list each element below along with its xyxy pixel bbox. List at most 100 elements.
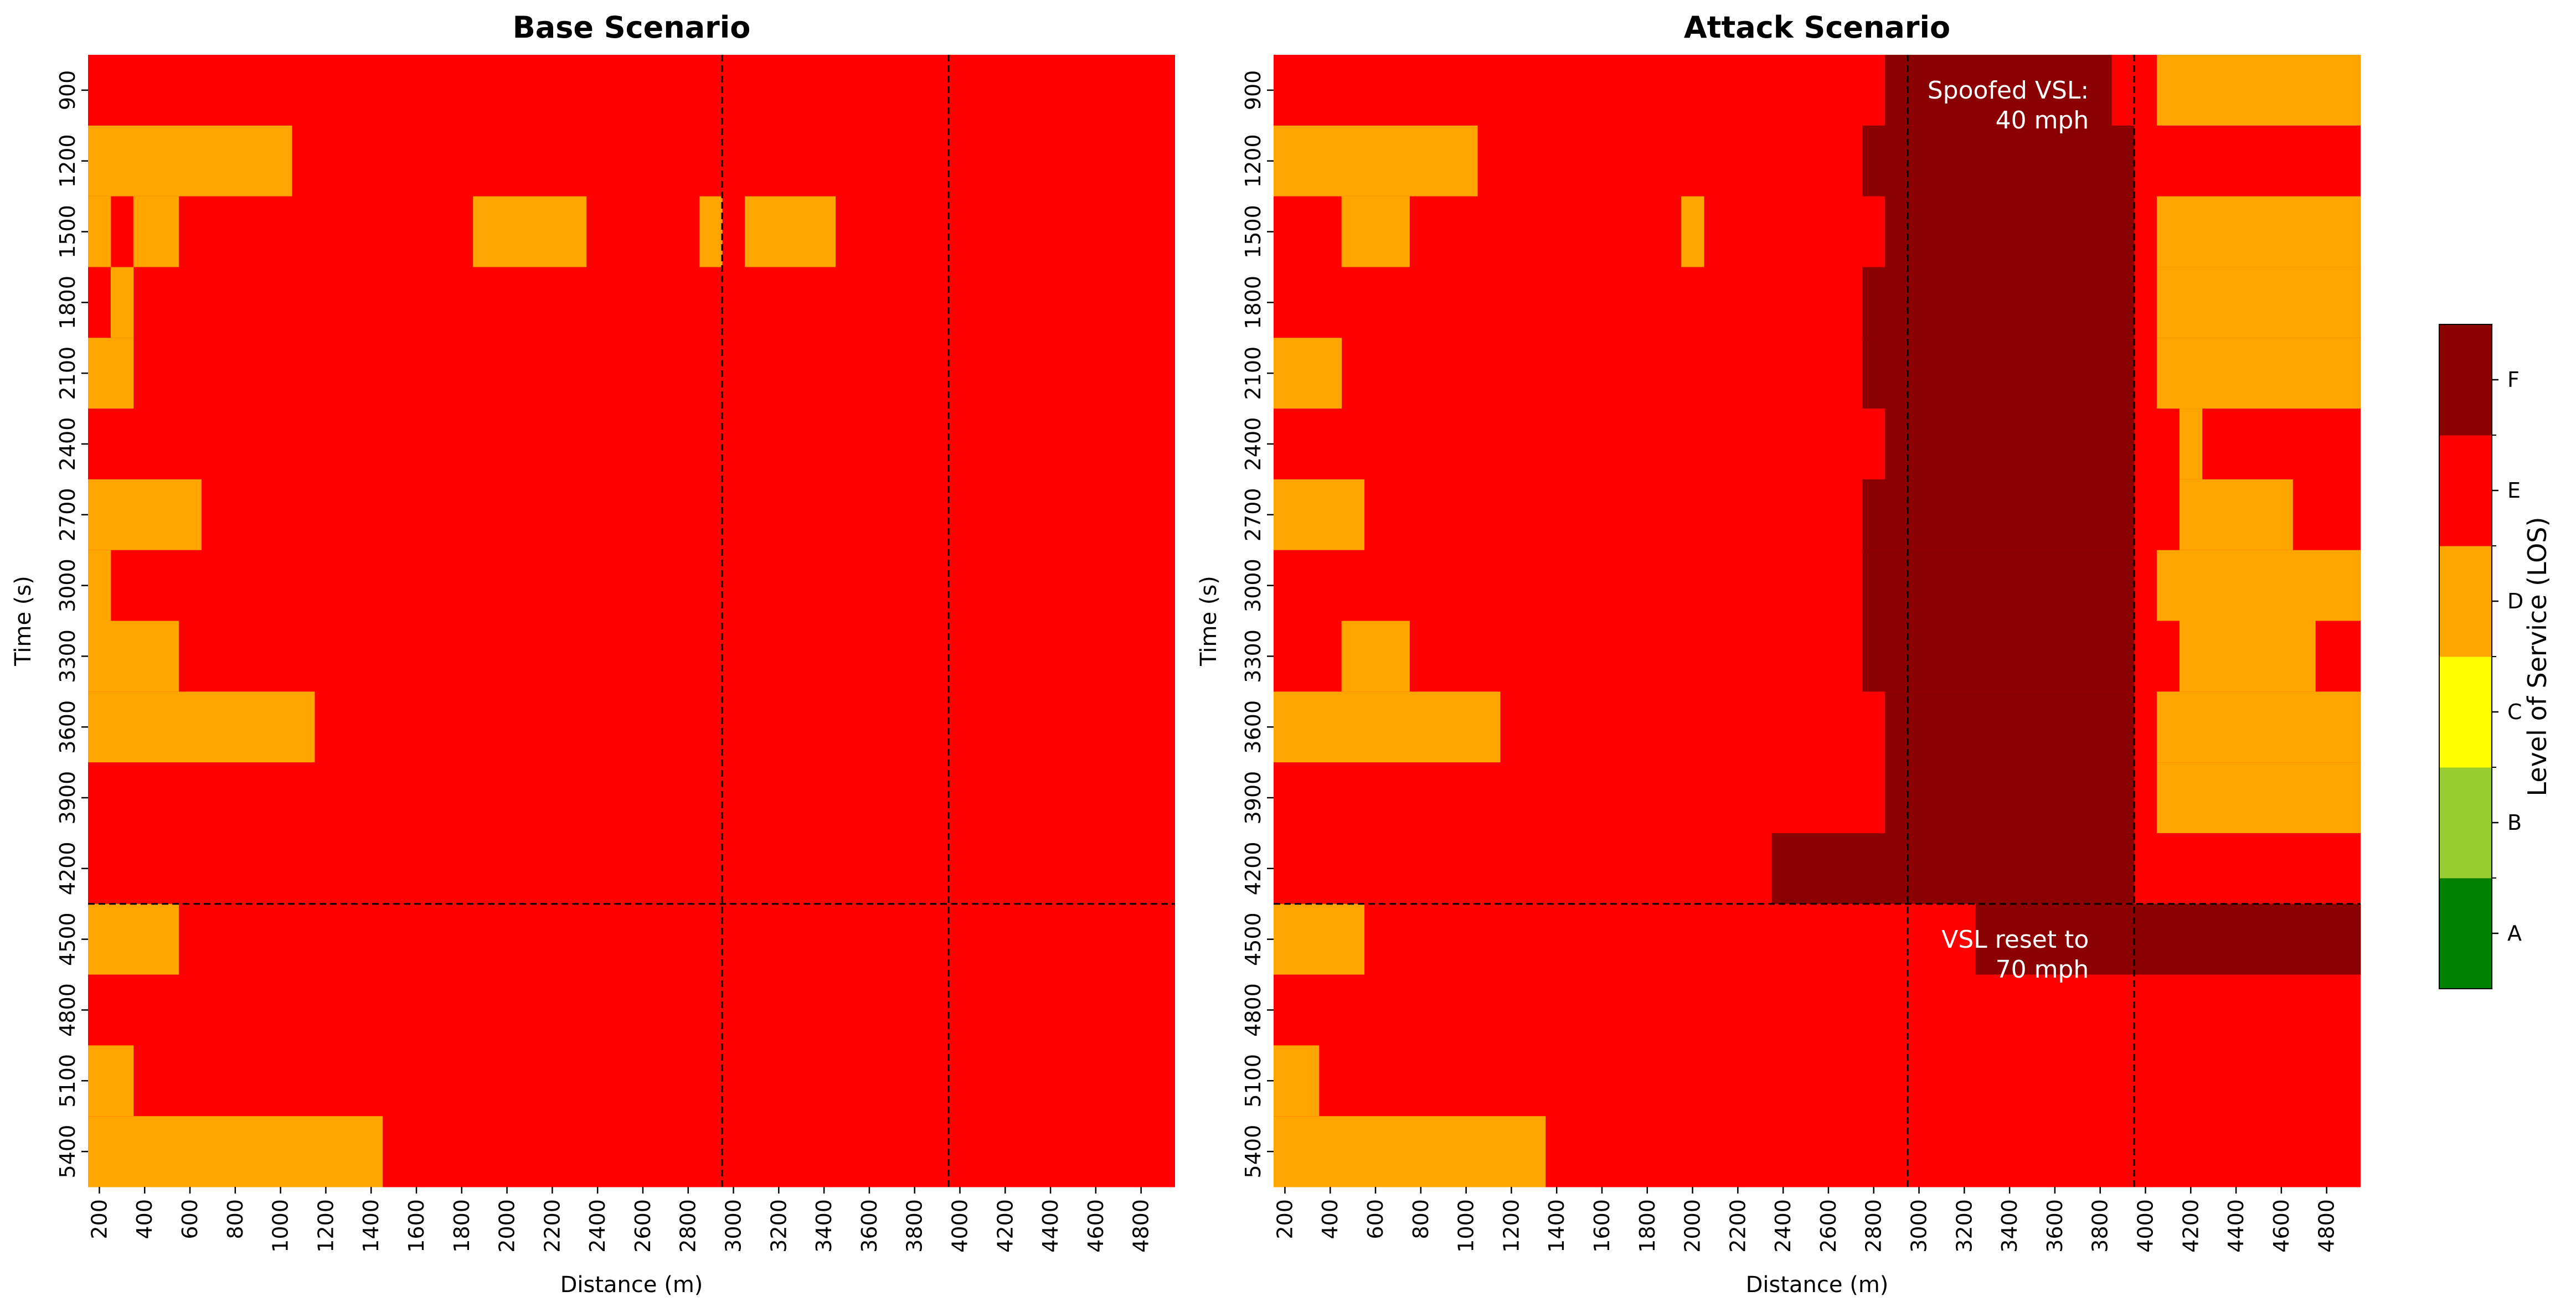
heatmap-cell-block [2179, 621, 2316, 692]
heatmap-cell-block [2156, 55, 2361, 126]
heatmap-row-background [88, 550, 1175, 621]
x-tick-label: 4600 [2269, 1199, 2294, 1253]
x-tick-label: 4400 [1038, 1199, 1063, 1253]
y-tick-label: 4200 [1241, 841, 1265, 895]
heatmap-cell-block [1862, 267, 2135, 338]
heatmap-cell-block [88, 125, 292, 197]
y-tick-label: 3600 [55, 700, 80, 754]
heatmap-row-background [88, 974, 1175, 1046]
x-tick-label: 1800 [1635, 1199, 1660, 1253]
heatmap-row-background [88, 267, 1175, 338]
heatmap-cell-block [88, 691, 315, 763]
heatmap-cell-block [1274, 691, 1501, 763]
los-colorbar: A B C D E F Level of Service (LOS) [2439, 324, 2552, 989]
y-tick-label: 1200 [55, 134, 80, 188]
x-tick-label: 1000 [1454, 1199, 1478, 1253]
x-tick-label: 4000 [947, 1199, 972, 1253]
x-tick-label: 1600 [404, 1199, 429, 1253]
heatmap-cell-block [2156, 550, 2361, 621]
heatmap-cell-block [1862, 338, 2135, 409]
x-tick-label: 4400 [2224, 1199, 2248, 1253]
heatmap-cell-block [2156, 338, 2361, 409]
y-tick-label: 1500 [1241, 205, 1265, 259]
y-tick-label: 1500 [55, 205, 80, 259]
x-tick-label: 400 [1318, 1199, 1342, 1239]
x-tick-label: 2400 [585, 1199, 610, 1253]
heatmap-cell-block [1885, 196, 2135, 267]
x-tick-label: 2000 [495, 1199, 519, 1253]
x-tick-label: 3600 [2043, 1199, 2067, 1253]
heatmap-cell-block [1862, 125, 2135, 197]
y-tick-label: 2400 [55, 417, 80, 471]
x-tick-label: 3000 [722, 1199, 746, 1253]
annotation-text: 70 mph [1996, 955, 2089, 984]
heatmap-cell-block [2156, 762, 2361, 834]
x-tick-label: 3400 [1997, 1199, 2022, 1253]
x-tick-label: 4200 [2178, 1199, 2203, 1253]
heatmap-cell-block [88, 621, 179, 692]
heatmap-cell-block [88, 1116, 383, 1187]
x-tick-label: 3400 [812, 1199, 836, 1253]
heatmap-cell-block [1885, 55, 2112, 126]
y-axis-label: Time (s) [11, 576, 36, 667]
x-tick-label: 1000 [269, 1199, 293, 1253]
y-tick-label: 900 [55, 70, 80, 111]
panel-title: Base Scenario [513, 10, 751, 45]
annotation-text: Spoofed VSL: [1928, 76, 2089, 105]
x-tick-label: 1800 [450, 1199, 474, 1253]
heatmap-cell-block [1771, 833, 2135, 905]
heatmap-cell-block [133, 196, 179, 267]
heatmap-row-background [88, 1045, 1175, 1117]
x-tick-label: 3200 [1952, 1199, 1976, 1253]
x-tick-label: 4000 [2133, 1199, 2157, 1253]
y-tick-label: 900 [1241, 70, 1265, 111]
heatmap-row-background [88, 762, 1175, 834]
colorbar-segment [2439, 435, 2492, 546]
x-tick-label: 2200 [1725, 1199, 1750, 1253]
heatmap-cell-block [1274, 1116, 1546, 1187]
heatmap-cell-block [2156, 691, 2361, 763]
colorbar-tick-label: B [2507, 810, 2522, 835]
y-tick-label: 3900 [1241, 771, 1265, 825]
colorbar-frame [2439, 324, 2492, 989]
heatmap-cell-block [88, 550, 111, 621]
y-tick-label: 3300 [1241, 629, 1265, 683]
colorbar-tick-label: A [2507, 921, 2522, 946]
x-tick-label: 4800 [2315, 1199, 2339, 1253]
x-tick-label: 2000 [1681, 1199, 1705, 1253]
heatmap-cell-block [1975, 903, 2361, 975]
x-tick-label: 3800 [903, 1199, 927, 1253]
x-tick-label: 800 [223, 1199, 248, 1239]
x-tick-label: 1200 [1499, 1199, 1523, 1253]
heatmap-cell-block [1862, 550, 2135, 621]
y-tick-label: 4500 [55, 912, 80, 966]
x-tick-label: 1200 [313, 1199, 338, 1253]
y-tick-label: 3000 [55, 559, 80, 612]
heatmap-cell-block [1274, 338, 1342, 409]
colorbar-segment [2439, 878, 2492, 989]
x-tick-label: 200 [87, 1199, 111, 1239]
colorbar-tick-label: E [2507, 478, 2521, 503]
y-tick-label: 3900 [55, 771, 80, 825]
x-axis-label: Distance (m) [560, 1272, 703, 1298]
x-tick-label: 2200 [540, 1199, 564, 1253]
heatmap-cell-block [1681, 196, 1704, 267]
heatmap-cell-block [473, 196, 587, 267]
heatmap-cell-block [2179, 409, 2203, 480]
heatmap-cell-block [1274, 479, 1365, 551]
x-tick-label: 600 [178, 1199, 202, 1239]
colorbar-tick-label: D [2507, 589, 2523, 613]
heatmap-cell-block [1885, 691, 2135, 763]
base-scenario-panel: 900 1200 1500 1800 2100 2400 2700 3000 3300 3600 3… [11, 10, 1175, 1298]
x-tick-label: 600 [1363, 1199, 1388, 1239]
heatmap-cell-block [1885, 762, 2135, 834]
heatmap-cell-block [1274, 903, 1365, 975]
x-tick-label: 400 [132, 1199, 157, 1239]
heatmap-cell-block [744, 196, 836, 267]
x-tick-label: 4600 [1084, 1199, 1108, 1253]
heatmap-cell-block [1341, 196, 1410, 267]
y-tick-label: 3300 [55, 629, 80, 683]
heatmap-row-background [88, 55, 1175, 126]
heatmap-cell-block [1274, 1045, 1320, 1117]
